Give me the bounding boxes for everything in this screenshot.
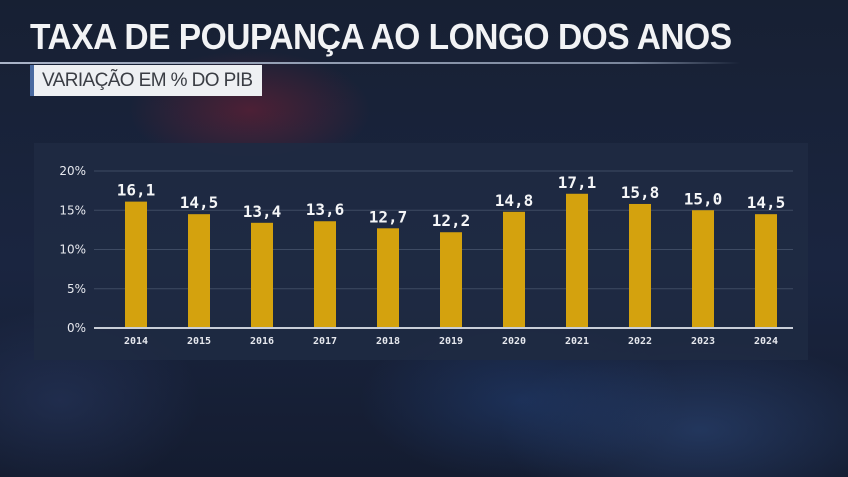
data-label: 14,8 bbox=[495, 191, 534, 210]
bar-2014 bbox=[125, 201, 147, 328]
x-tick-label: 2022 bbox=[628, 336, 652, 347]
bar-2016 bbox=[251, 222, 273, 328]
y-tick-label: 20% bbox=[59, 164, 86, 178]
y-tick-label: 15% bbox=[59, 203, 86, 217]
data-label: 17,1 bbox=[558, 173, 597, 192]
data-label: 12,2 bbox=[432, 211, 471, 230]
x-tick-label: 2024 bbox=[754, 336, 778, 347]
data-label: 15,0 bbox=[684, 189, 723, 208]
title-divider bbox=[0, 62, 740, 64]
bar-2015 bbox=[188, 214, 210, 328]
x-tick-label: 2015 bbox=[187, 336, 211, 347]
bar-2024 bbox=[755, 214, 777, 328]
x-tick-label: 2016 bbox=[250, 336, 274, 347]
x-tick-label: 2019 bbox=[439, 336, 463, 347]
x-tick-label: 2020 bbox=[502, 336, 526, 347]
bar-2018 bbox=[377, 228, 399, 328]
chart-title: TAXA DE POUPANÇA AO LONGO DOS ANOS bbox=[30, 16, 732, 57]
x-tick-label: 2014 bbox=[124, 336, 148, 347]
data-label: 14,5 bbox=[747, 193, 786, 212]
data-label: 15,8 bbox=[621, 183, 660, 202]
x-tick-label: 2017 bbox=[313, 336, 337, 347]
x-tick-label: 2021 bbox=[565, 336, 589, 347]
bar-2020 bbox=[503, 211, 525, 328]
data-label: 14,5 bbox=[180, 193, 219, 212]
data-label: 16,1 bbox=[117, 181, 156, 200]
bar-2017 bbox=[314, 221, 336, 328]
bar-2019 bbox=[440, 232, 462, 328]
bar-2022 bbox=[629, 203, 651, 328]
bar-2021 bbox=[566, 193, 588, 328]
y-tick-label: 10% bbox=[59, 243, 86, 257]
x-tick-label: 2023 bbox=[691, 336, 715, 347]
data-label: 13,6 bbox=[306, 200, 345, 219]
chart-subtitle: VARIAÇÃO EM % DO PIB bbox=[30, 65, 263, 96]
x-tick-label: 2018 bbox=[376, 336, 400, 347]
data-label: 13,4 bbox=[243, 202, 282, 221]
chart-panel bbox=[34, 143, 808, 360]
y-tick-label: 0% bbox=[67, 321, 86, 335]
data-label: 12,7 bbox=[369, 207, 408, 226]
bar-2023 bbox=[692, 210, 714, 328]
y-tick-label: 5% bbox=[67, 282, 86, 296]
